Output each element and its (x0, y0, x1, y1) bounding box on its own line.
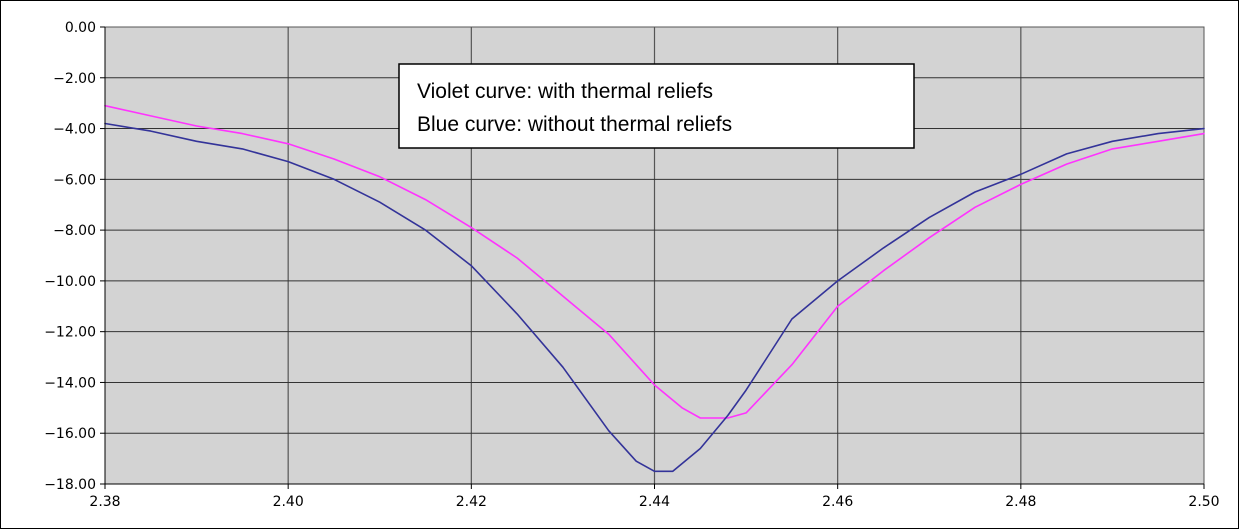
y-tick-label: −12.00 (44, 325, 96, 341)
annotation-line-violet: Violet curve: with thermal reliefs (417, 80, 713, 103)
annotation-line-blue: Blue curve: without thermal reliefs (417, 113, 732, 136)
series-line-blue (104, 122, 1205, 473)
y-tick-label: 0.00 (65, 20, 96, 36)
x-tick-label: 2.44 (639, 494, 670, 510)
gridlines (105, 27, 1204, 484)
annotation-box: Violet curve: with thermal reliefs Blue … (398, 63, 915, 149)
y-tick-label: −6.00 (53, 172, 96, 188)
y-tick-label: −18.00 (44, 477, 96, 493)
annotation-box-frame (398, 63, 915, 149)
y-tick-label: −8.00 (53, 223, 96, 239)
y-tick-label: −14.00 (44, 375, 96, 391)
series-layer (104, 104, 1205, 473)
axes: 2.38 2.40 2.42 2.44 2.46 2.48 2.50 0.00 −2.00 −4.… (44, 20, 1219, 510)
x-tick-label: 2.42 (456, 494, 487, 510)
series-line-violet (104, 104, 1205, 419)
x-tick-label: 2.48 (1005, 494, 1036, 510)
y-tick-label: −10.00 (44, 274, 96, 290)
x-tick-label: 2.46 (822, 494, 853, 510)
y-tick-label: −2.00 (53, 71, 96, 87)
y-tick-label: −16.00 (44, 426, 96, 442)
x-tick-label: 2.40 (273, 494, 304, 510)
x-tick-label: 2.50 (1188, 494, 1219, 510)
x-tick-label: 2.38 (89, 494, 120, 510)
y-tick-label: −4.00 (53, 122, 96, 138)
